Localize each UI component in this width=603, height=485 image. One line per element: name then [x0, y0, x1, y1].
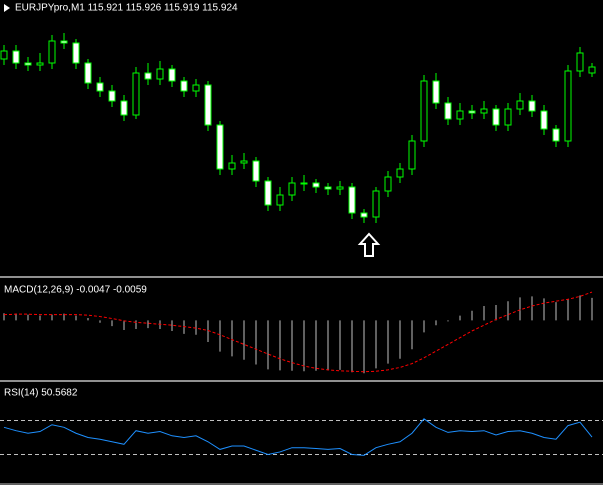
candle-body	[192, 84, 200, 92]
candle-body	[264, 180, 272, 206]
candle-body	[216, 124, 224, 170]
candle-body	[396, 168, 404, 178]
candle-body	[564, 70, 572, 142]
chart-title: EURJPYpro,M1 115.921 115.926 115.919 115…	[15, 3, 238, 14]
candle-body	[468, 110, 476, 114]
symbol-icon	[4, 4, 10, 12]
candle-body	[480, 108, 488, 114]
candle-body	[144, 72, 152, 80]
candle-body	[108, 90, 116, 102]
candle-body	[168, 68, 176, 82]
candle-body	[444, 102, 452, 120]
candle-body	[288, 182, 296, 196]
candle-body	[72, 42, 80, 64]
candle-body	[504, 108, 512, 126]
candle-body	[516, 100, 524, 110]
candle-body	[300, 182, 308, 185]
candle-body	[312, 182, 320, 188]
candle-body	[372, 190, 380, 218]
candle-body	[120, 100, 128, 116]
candle-body	[432, 80, 440, 104]
candle-body	[576, 52, 584, 72]
candle-body	[36, 62, 44, 66]
arrow-annotation	[357, 232, 381, 257]
candle-body	[12, 50, 20, 64]
candle-body	[132, 72, 140, 116]
candle-body	[420, 80, 428, 142]
candle-body	[204, 84, 212, 126]
candle-body	[180, 80, 188, 92]
candle-body	[528, 100, 536, 112]
candle-body	[276, 194, 284, 206]
rsi-title: RSI(14) 50.5682	[4, 388, 78, 399]
candle-body	[348, 186, 356, 214]
candle-body	[84, 62, 92, 84]
candle-body	[24, 62, 32, 66]
signal-line	[3, 291, 593, 373]
candle-body	[48, 40, 56, 64]
rsi-line	[3, 418, 593, 456]
candle-body	[0, 50, 8, 60]
candle-body	[540, 110, 548, 130]
candle-body	[324, 186, 332, 190]
candle-body	[336, 186, 344, 190]
candle-body	[456, 110, 464, 120]
candle-body	[588, 66, 596, 74]
macd-title: MACD(12,26,9) -0.0047 -0.0059	[4, 285, 147, 296]
candle-body	[240, 160, 248, 164]
candle-body	[492, 108, 500, 126]
candle-body	[360, 212, 368, 218]
candle-body	[156, 68, 164, 80]
candle-body	[552, 128, 560, 142]
candle-body	[384, 176, 392, 192]
candle-body	[228, 162, 236, 170]
candle-body	[408, 140, 416, 170]
candle-body	[60, 40, 68, 44]
candle-body	[96, 82, 104, 92]
candle-body	[252, 160, 260, 182]
